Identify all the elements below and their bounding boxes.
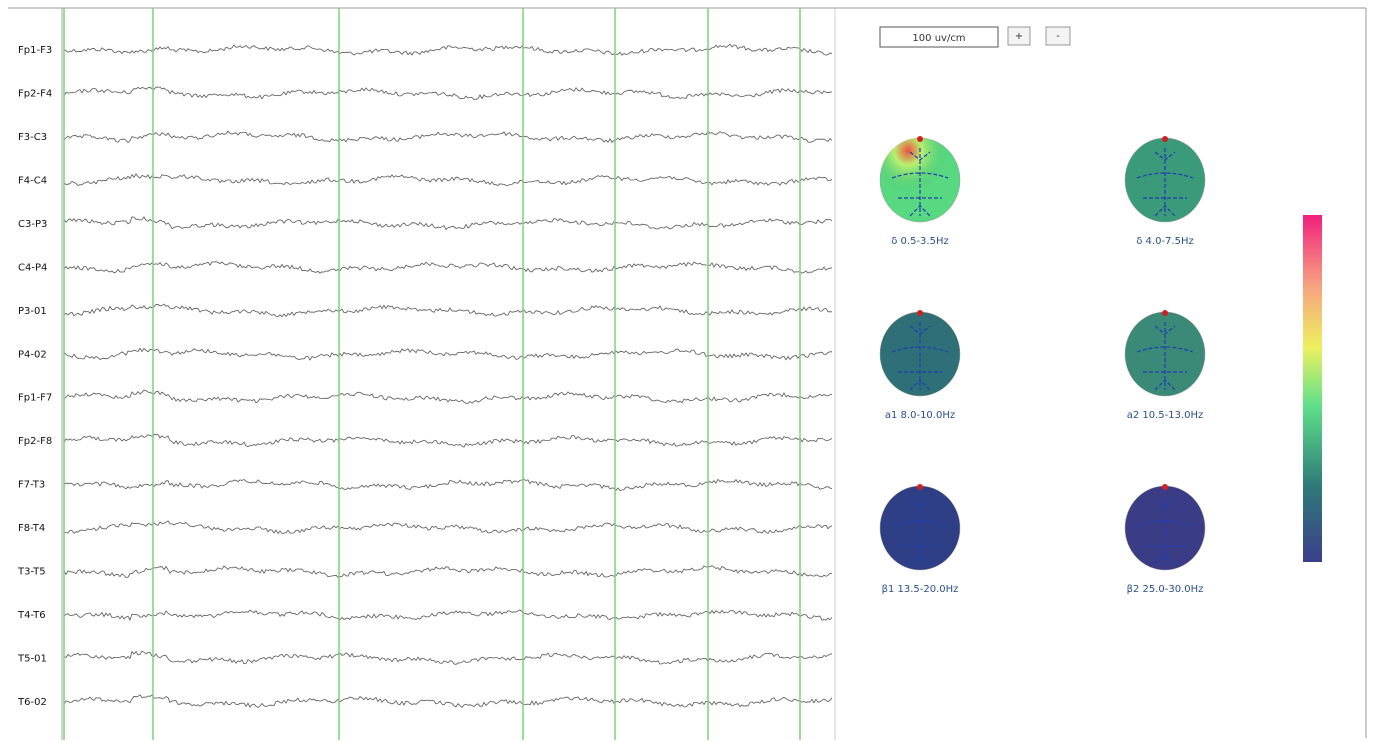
channel-label: F8-T4: [18, 523, 45, 534]
channel-label: T6-02: [17, 697, 47, 708]
eeg-trace: [63, 173, 833, 186]
traces: Fp1-F3 Fp2-F4 F3-C3 F4-C4 C3-P3 C4-P4 P3-01 P4-…: [17, 43, 833, 708]
eeg-trace: [63, 261, 833, 274]
electrode-lines: [1136, 148, 1194, 217]
electrode-lines: [891, 496, 949, 565]
nose: [917, 310, 923, 316]
eeg-trace: [63, 86, 833, 100]
eeg-trace: [63, 520, 833, 535]
nose: [1162, 136, 1168, 142]
channel-label: Fp1-F7: [18, 393, 52, 404]
eeg-trace: [63, 694, 833, 708]
eeg-trace: [63, 303, 833, 318]
button-label: -: [1056, 31, 1060, 42]
scale-plus-button[interactable]: [1007, 26, 1031, 46]
channel-label: Fp1-F3: [18, 45, 52, 56]
scale-input[interactable]: [879, 26, 999, 48]
nose: [1162, 484, 1168, 490]
eeg-trace: [63, 389, 833, 404]
eeg-trace: [63, 347, 832, 361]
nose: [1162, 310, 1168, 316]
nose: [917, 484, 923, 490]
scale-value: 100 uv/cm: [912, 33, 965, 44]
eeg-trace: [63, 216, 833, 231]
channel-label: C4-P4: [18, 262, 47, 273]
channel-label: F7-T3: [18, 480, 45, 491]
channel-label: P3-01: [18, 306, 47, 317]
eeg-trace: [63, 433, 833, 448]
colorbar: [1303, 215, 1322, 562]
nose: [917, 136, 923, 142]
channel-label: Fp2-F4: [18, 88, 52, 99]
channel-label: T5-01: [17, 654, 47, 665]
topomap-label: a1 8.0-10.0Hz: [885, 410, 955, 421]
channel-label: P4-02: [18, 349, 47, 360]
topomap-label: β1 13.5-20.0Hz: [882, 584, 959, 595]
eeg-trace: [63, 650, 833, 665]
channel-label: T4-T6: [17, 610, 46, 621]
channel-label: F3-C3: [18, 132, 47, 143]
button-label: +: [1015, 31, 1023, 42]
eeg-trace: [63, 43, 833, 56]
electrode-lines: [1136, 322, 1194, 391]
eeg-trace: [63, 478, 833, 491]
channel-label: Fp2-F8: [18, 436, 52, 447]
electrode-lines: [1136, 496, 1194, 565]
eeg-trace: [63, 609, 833, 621]
topomap-label: β2 25.0-30.0Hz: [1127, 584, 1204, 595]
scale-minus-button[interactable]: [1045, 26, 1071, 46]
eeg-trace: [63, 565, 833, 578]
channel-label: F4-C4: [18, 175, 47, 186]
electrode-lines: [891, 322, 949, 391]
channel-label: C3-P3: [18, 219, 47, 230]
channel-label: T3-T5: [17, 567, 46, 578]
electrode-lines: [891, 148, 949, 217]
time-markers: [63, 8, 801, 740]
topomap-label: δ 4.0-7.5Hz: [1136, 236, 1193, 247]
topomap-label: δ 0.5-3.5Hz: [891, 236, 948, 247]
eeg-trace: [63, 130, 833, 144]
topomap-label: a2 10.5-13.0Hz: [1127, 410, 1204, 421]
topomaps: δ 0.5-3.5Hz δ 4.0-7.5Hz a1 8.0-10.0Hz a2 10…: [879, 136, 1206, 595]
